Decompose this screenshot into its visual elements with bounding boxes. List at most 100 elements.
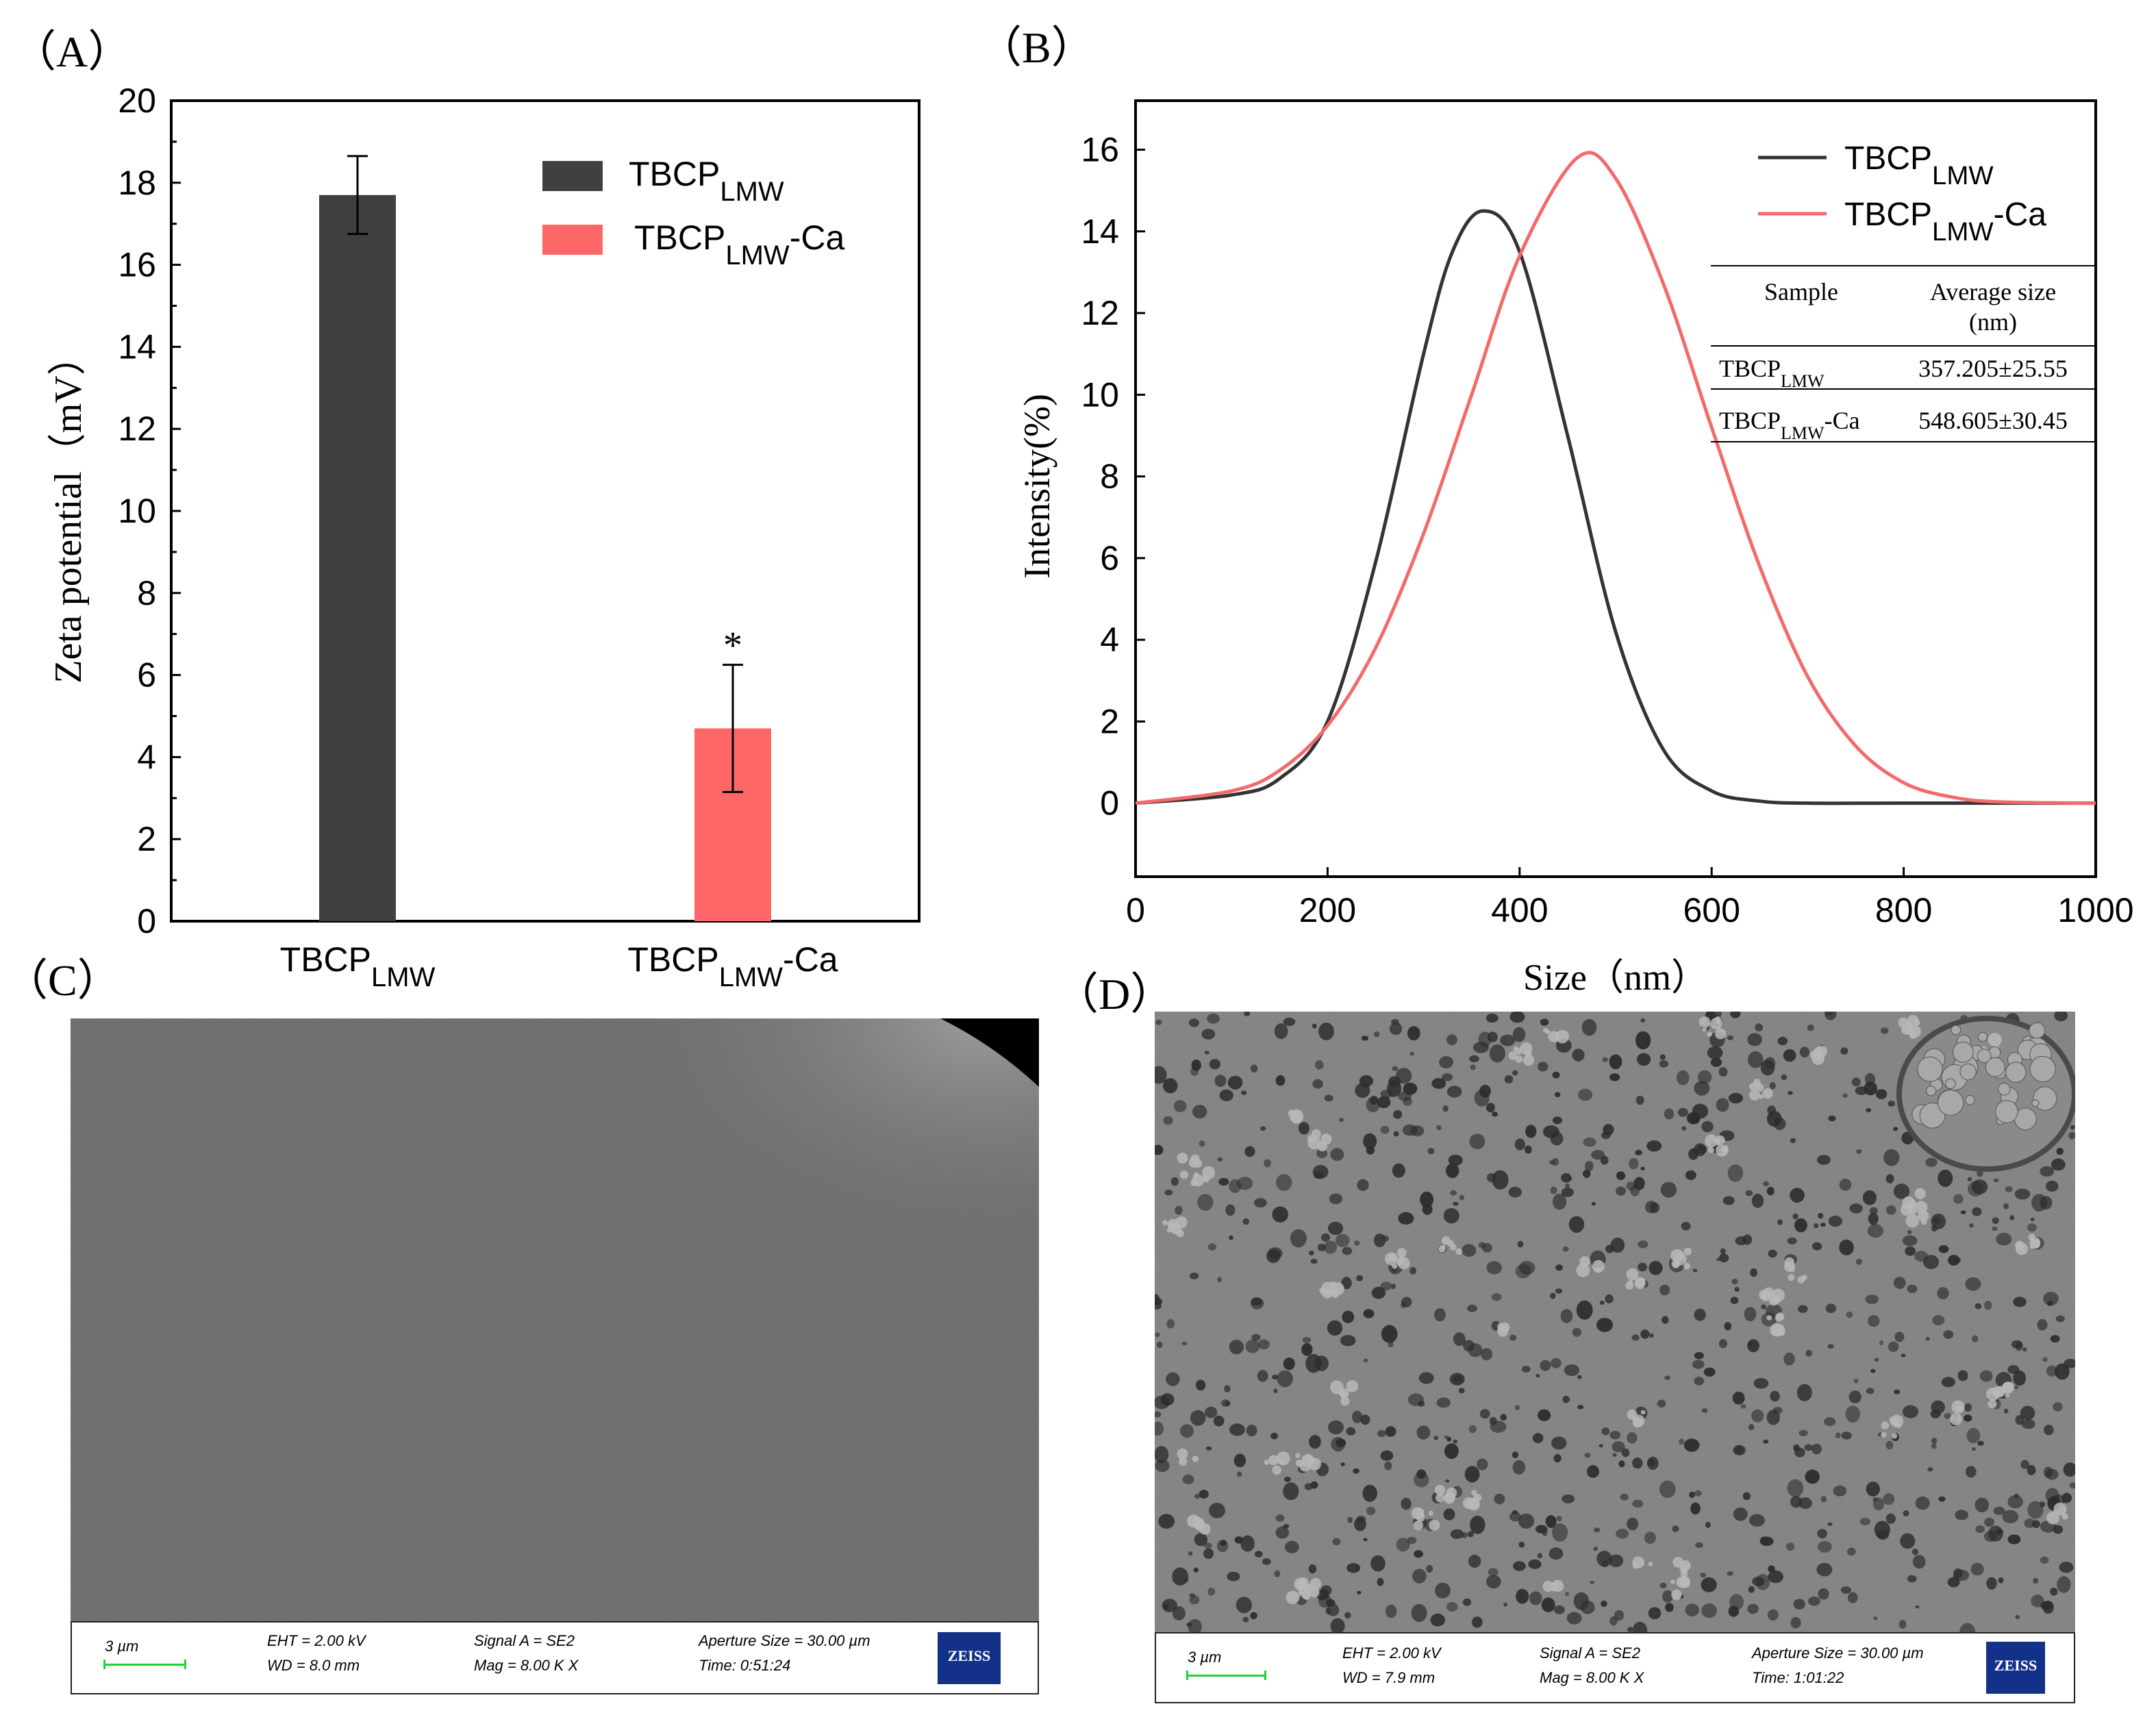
pore: [1631, 1334, 1640, 1341]
pore: [1553, 1454, 1562, 1463]
pore: [1316, 1149, 1327, 1158]
pore: [1599, 1301, 1605, 1305]
particle: [1673, 1252, 1687, 1266]
mag-value: Mag = 8.00 K X: [474, 1657, 579, 1674]
pore: [2050, 1335, 2060, 1343]
pore: [1446, 1086, 1462, 1098]
pore: [1768, 1249, 1777, 1258]
pore: [1420, 1191, 1434, 1207]
pore: [1696, 1144, 1707, 1154]
scale-label: 3 µm: [105, 1638, 139, 1655]
pore: [1729, 1594, 1744, 1610]
pore: [1608, 1554, 1624, 1568]
pore: [1346, 1563, 1361, 1573]
particle: [1331, 1282, 1344, 1296]
pore: [1955, 1510, 1969, 1520]
pore: [1213, 1415, 1225, 1427]
pore: [1489, 1044, 1505, 1063]
y-tick-label: 14: [1081, 212, 1119, 251]
pore: [1229, 1235, 1233, 1240]
bar: [319, 195, 396, 921]
particle: [1648, 1562, 1653, 1567]
pore: [1361, 1036, 1369, 1041]
pore: [1308, 1564, 1317, 1574]
pore: [1901, 1353, 1906, 1357]
pore: [2027, 1223, 2037, 1232]
pore: [1363, 1309, 1375, 1318]
pore: [1356, 1275, 1363, 1281]
pore: [1609, 1616, 1618, 1626]
pore: [1435, 1582, 1451, 1599]
pore: [1205, 1446, 1212, 1451]
pore: [1433, 1436, 1439, 1440]
pore: [1701, 1577, 1717, 1592]
pore: [2046, 1365, 2058, 1377]
particle: [1276, 1451, 1290, 1466]
pore: [1930, 1410, 1941, 1418]
pore: [2015, 1342, 2023, 1351]
pore: [1787, 1237, 1797, 1244]
particle: [1950, 1413, 1962, 1425]
particle: [1914, 1020, 1920, 1026]
particle: [1784, 1261, 1795, 1273]
pore: [1377, 1096, 1391, 1108]
particle: [1190, 1179, 1198, 1186]
pore: [1841, 1431, 1852, 1440]
pore: [1748, 1514, 1765, 1527]
pore: [1609, 1073, 1620, 1081]
pore: [1251, 1297, 1263, 1306]
pore: [1553, 1193, 1567, 1210]
pore: [1659, 1060, 1668, 1068]
significance-marker: *: [723, 625, 742, 667]
pore: [1568, 1216, 1585, 1233]
particle: [1450, 1244, 1457, 1251]
pore: [1310, 1259, 1318, 1264]
pore: [1224, 1385, 1231, 1392]
pore: [1486, 1173, 1496, 1182]
particle: [1194, 1520, 1205, 1531]
pore: [1255, 1551, 1263, 1557]
particle: [1438, 1245, 1446, 1253]
pore: [1638, 1240, 1649, 1249]
pore: [1439, 1056, 1454, 1068]
pore: [1925, 1337, 1930, 1341]
pore: [1730, 1012, 1741, 1018]
pore: [1744, 1307, 1757, 1322]
pore: [1817, 1529, 1827, 1539]
pore: [1272, 1375, 1279, 1380]
pore: [1257, 1370, 1268, 1382]
pore: [1470, 1516, 1486, 1534]
pore: [1808, 1596, 1820, 1606]
pore: [1565, 1592, 1570, 1596]
y-tick-label: 4: [1100, 621, 1119, 659]
pore: [1472, 1616, 1483, 1628]
pore: [2050, 1588, 2058, 1596]
pore: [1996, 1233, 2012, 1246]
pore: [1614, 1610, 1625, 1621]
pore: [1264, 1159, 1271, 1168]
pore: [1513, 1561, 1526, 1571]
pore: [1380, 1450, 1394, 1461]
pore: [1581, 1018, 1597, 1036]
particle: [1672, 1557, 1684, 1568]
pore: [1199, 1140, 1205, 1147]
particle: [1392, 1264, 1398, 1269]
pore: [1209, 1503, 1225, 1518]
pore: [1818, 1541, 1832, 1553]
pore: [1848, 1390, 1862, 1403]
pore: [1250, 1612, 1257, 1620]
pore: [1747, 1603, 1759, 1614]
particle: [1634, 1278, 1645, 1290]
pore: [2014, 1386, 2018, 1390]
pore: [1659, 1054, 1666, 1060]
table-sample: TBCPLMW-Ca: [1719, 407, 1860, 443]
pore: [1672, 1525, 1679, 1533]
pore: [1992, 1217, 1999, 1225]
pore: [2040, 1556, 2049, 1564]
pore: [1799, 1047, 1809, 1058]
pore: [1683, 1438, 1700, 1452]
pore: [1984, 1301, 1992, 1310]
pore: [1676, 1070, 1690, 1086]
particle: [1420, 1513, 1425, 1518]
pore: [1577, 1405, 1584, 1410]
